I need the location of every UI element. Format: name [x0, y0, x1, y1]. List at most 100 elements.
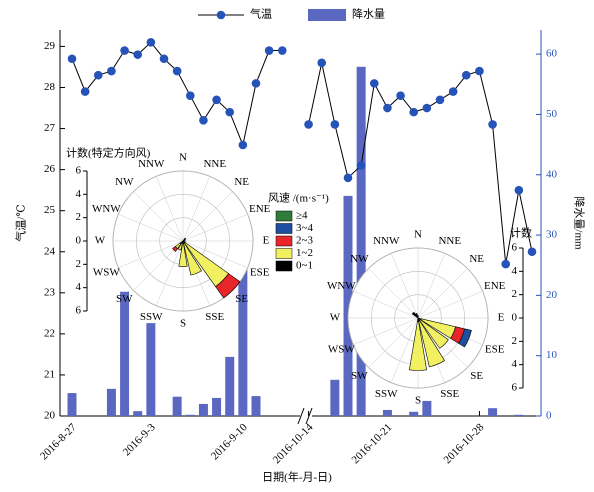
direction-label: NW	[350, 253, 369, 265]
direction-label: NNE	[438, 235, 461, 247]
point	[475, 66, 484, 76]
point	[409, 107, 419, 117]
y-tick-label: 21	[44, 368, 55, 380]
point	[80, 87, 90, 96]
legend-swatch	[275, 223, 293, 234]
legend-marker	[216, 10, 226, 20]
legend-label: 2~3	[296, 235, 313, 247]
legend-label: 0~1	[296, 260, 313, 272]
legend-swatch	[308, 9, 346, 21]
bar	[172, 396, 182, 416]
direction-label: WNW	[92, 203, 121, 215]
bar	[198, 403, 208, 416]
rose-spoke	[417, 253, 446, 319]
y-tick-label: 23	[44, 286, 56, 298]
direction-label: WSW	[93, 266, 121, 278]
legend-label: 1~2	[296, 247, 313, 259]
direction-label: SSE	[205, 311, 224, 323]
rose-petal	[178, 242, 188, 267]
point	[330, 120, 340, 129]
rose-spoke	[390, 253, 419, 319]
count-tick-label: 2	[76, 258, 82, 270]
point	[461, 70, 471, 80]
y2-tick-label: 40	[546, 168, 558, 180]
count-tick-label: 0	[512, 312, 518, 324]
direction-label: SSW	[140, 311, 163, 323]
count-tick-label: 4	[76, 188, 82, 200]
rose-spoke	[182, 176, 211, 242]
bar	[356, 66, 366, 417]
direction-label: WSW	[328, 343, 356, 355]
legend-label: 3~4	[296, 222, 313, 234]
y2-axis-label: 降水量/mm	[572, 196, 586, 250]
rose-title: 计数(特定方向风)	[66, 146, 151, 160]
count-tick-label: 4	[76, 281, 82, 293]
point	[67, 54, 77, 64]
direction-label: NW	[115, 176, 134, 188]
point	[159, 54, 169, 64]
count-tick-label: 6	[512, 382, 518, 394]
y-tick-label: 24	[44, 245, 56, 257]
rose-spoke	[417, 290, 483, 319]
point	[304, 120, 313, 129]
point	[317, 58, 327, 68]
direction-label: SE	[235, 293, 248, 305]
direction-label: S	[415, 395, 421, 407]
legend-label: 降水量	[352, 7, 385, 21]
bar	[225, 356, 235, 416]
bar	[185, 414, 195, 416]
count-tick-label: 2	[76, 211, 82, 223]
y-axis-label: 气温/℃	[14, 204, 28, 241]
direction-label: SW	[116, 293, 133, 305]
point	[435, 95, 445, 105]
count-tick-label: 6	[76, 165, 82, 177]
y2-tick-label: 60	[546, 48, 558, 60]
legend-label: ≥4	[296, 210, 308, 222]
rose-spoke	[368, 268, 419, 319]
direction-label: NE	[234, 176, 249, 188]
point	[422, 103, 432, 113]
point	[185, 91, 195, 101]
direction-label: NNE	[203, 158, 226, 170]
direction-label: S	[180, 318, 186, 330]
direction-label: SW	[351, 370, 368, 382]
point	[488, 120, 497, 129]
direction-label: E	[263, 235, 270, 247]
rose-spoke	[353, 290, 419, 319]
rose-petal	[182, 240, 202, 276]
count-tick-label: 4	[512, 358, 518, 370]
rose-spoke	[390, 317, 419, 383]
bar	[382, 409, 392, 416]
rose-spoke	[182, 191, 233, 242]
legend-swatch	[275, 248, 293, 259]
direction-label: W	[330, 312, 341, 324]
bar	[106, 388, 116, 416]
direction-label: NE	[469, 253, 484, 265]
bar	[330, 379, 340, 416]
y2-tick-label: 20	[546, 289, 558, 301]
direction-label: E	[498, 312, 505, 324]
bar	[409, 411, 419, 416]
y-tick-label: 25	[44, 204, 56, 216]
rose-spoke	[182, 213, 248, 242]
bar	[488, 408, 498, 416]
direction-label: ENE	[484, 280, 506, 292]
y-tick-label: 26	[44, 163, 56, 175]
rose-petal	[172, 246, 178, 252]
rose-spoke	[353, 317, 419, 346]
point	[383, 103, 392, 113]
rose-spoke	[133, 191, 184, 242]
point	[199, 116, 208, 125]
direction-label: SE	[470, 370, 483, 382]
point	[146, 38, 156, 47]
direction-label: W	[95, 235, 106, 247]
direction-label: NNW	[373, 235, 400, 247]
direction-label: SSE	[440, 388, 459, 400]
y2-tick-label: 50	[546, 108, 558, 120]
point	[501, 259, 511, 269]
direction-label: N	[414, 229, 422, 241]
count-tick-label: 0	[76, 235, 82, 247]
legend-swatch	[275, 235, 293, 247]
count-tick-label: 4	[512, 265, 518, 277]
